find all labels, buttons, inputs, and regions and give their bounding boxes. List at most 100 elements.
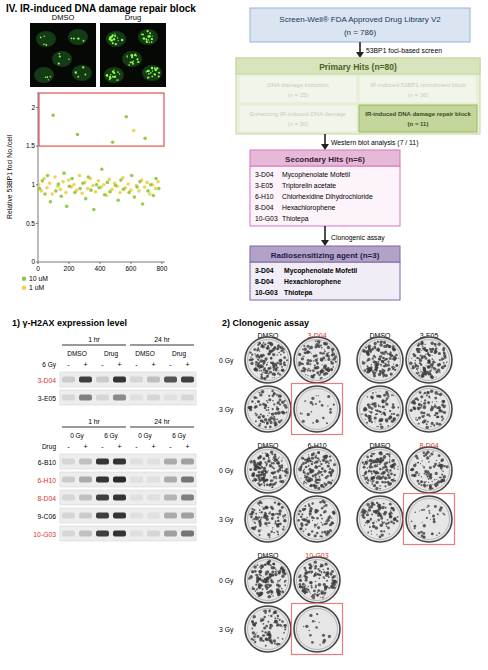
final-header: [250, 246, 400, 262]
colony: [446, 362, 447, 363]
colony: [255, 364, 257, 366]
colony: [273, 369, 275, 371]
sign: +: [83, 361, 87, 368]
colony: [304, 474, 306, 476]
colony: [432, 361, 435, 364]
colony: [378, 373, 381, 376]
colony: [330, 474, 333, 477]
colony: [329, 471, 333, 475]
colony: [369, 368, 372, 371]
colony: [381, 521, 382, 522]
colony: [272, 417, 275, 420]
focus: [43, 36, 44, 37]
colony: [272, 400, 274, 402]
band: [147, 395, 160, 401]
colony: [308, 479, 311, 482]
colony: [331, 369, 333, 371]
colony: [266, 422, 268, 424]
time-bracket: [130, 427, 194, 428]
colony: [376, 471, 378, 473]
colony: [309, 359, 312, 362]
colony: [387, 481, 390, 484]
colony: [422, 366, 424, 368]
colony: [378, 426, 379, 427]
colony: [308, 456, 310, 458]
colony: [423, 412, 426, 415]
colony: [326, 373, 328, 375]
group-label: IR-induced 53BP1 recruitment block: [370, 82, 467, 88]
colony: [434, 414, 436, 416]
colony: [364, 525, 365, 526]
plate-group: [294, 386, 340, 432]
blot-strip: [60, 372, 196, 387]
colony: [378, 395, 380, 397]
plate: [245, 496, 291, 542]
colony: [303, 367, 305, 369]
colony: [259, 512, 260, 513]
colony: [300, 516, 303, 519]
colony: [379, 464, 381, 466]
colony: [327, 464, 330, 467]
focus: [147, 35, 149, 37]
colony: [319, 501, 322, 504]
point: [97, 186, 101, 190]
colony: [432, 367, 433, 368]
colony: [423, 405, 425, 407]
colony: [301, 513, 303, 515]
point: [89, 188, 93, 192]
focus: [151, 41, 153, 43]
colony: [321, 532, 323, 534]
colony: [364, 408, 368, 412]
colony: [281, 464, 283, 466]
colony: [257, 482, 259, 484]
colony: [326, 368, 328, 370]
nucleus: [68, 29, 88, 45]
colony: [372, 393, 373, 394]
colony: [259, 393, 262, 396]
colony: [283, 518, 284, 519]
colony: [257, 359, 258, 360]
colony: [281, 366, 283, 368]
colony: [282, 347, 283, 348]
time-bracket: [130, 345, 194, 346]
colony: [378, 461, 381, 464]
band: [164, 531, 177, 537]
colony: [319, 535, 321, 537]
colony: [317, 363, 319, 365]
colony: [277, 394, 279, 396]
colony: [379, 343, 382, 346]
colony: [413, 402, 415, 404]
colony: [318, 343, 320, 345]
micrograph-bg: [30, 23, 96, 87]
colony: [377, 463, 379, 465]
point: [57, 182, 61, 186]
colony: [263, 360, 266, 363]
section-title: 1) γ-H2AX expression level: [12, 318, 127, 328]
colony: [253, 472, 255, 474]
plate: [294, 386, 340, 432]
colony: [298, 513, 300, 515]
item-id: 10-G03: [255, 215, 278, 222]
colony: [391, 394, 392, 395]
plate-rim: [248, 340, 289, 381]
colony: [267, 459, 270, 462]
colony: [329, 411, 332, 414]
time-label: 24 hr: [154, 418, 170, 425]
colony: [327, 358, 330, 361]
colony: [367, 511, 369, 513]
colony: [318, 482, 320, 484]
colony: [434, 403, 435, 404]
colony: [424, 399, 426, 401]
colony: [382, 369, 384, 371]
y-tick: [36, 223, 38, 224]
colony: [381, 400, 384, 403]
colony: [255, 420, 257, 422]
colony: [381, 414, 382, 415]
colony: [377, 341, 379, 343]
colony: [323, 370, 324, 371]
item-id: 3-D04: [255, 171, 274, 178]
colony: [259, 403, 262, 406]
focus: [48, 79, 49, 80]
point: [38, 183, 41, 187]
colony: [274, 346, 276, 348]
